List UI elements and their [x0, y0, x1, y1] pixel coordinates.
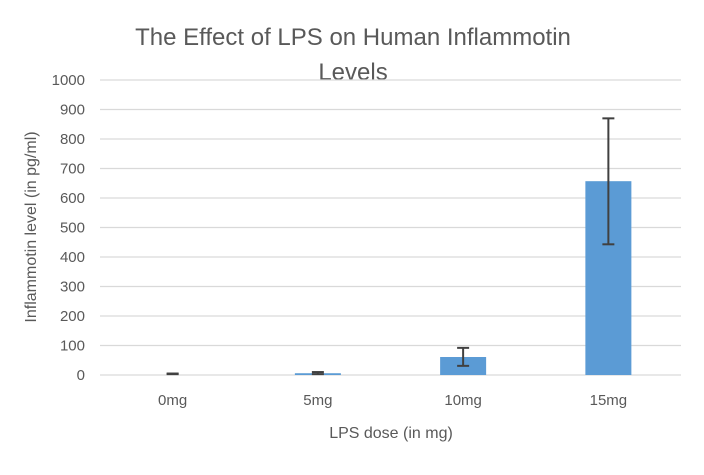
y-tick-label: 400: [60, 249, 85, 266]
error-bar-0mg: [166, 372, 179, 376]
y-tick-label: 900: [60, 102, 85, 119]
x-tick-label: 0mg: [158, 392, 187, 409]
y-axis-label: Inflammotin level (in pg/ml): [23, 131, 40, 322]
y-tick-label: 0: [77, 367, 85, 384]
error-bars: [166, 117, 615, 376]
y-tick-label: 700: [60, 161, 85, 178]
x-axis-ticks: 0mg 5mg 10mg 15mg: [158, 392, 627, 409]
chart-title-line-2: Levels: [318, 59, 387, 86]
y-tick-label: 1000: [52, 72, 85, 89]
x-axis-label: LPS dose (in mg): [329, 425, 453, 442]
gridlines: [100, 79, 681, 376]
x-tick-label: 15mg: [590, 392, 628, 409]
error-bar-5mg: [311, 371, 324, 376]
y-tick-label: 200: [60, 308, 85, 325]
y-tick-label: 500: [60, 220, 85, 237]
y-tick-label: 800: [60, 131, 85, 148]
y-tick-label: 300: [60, 279, 85, 296]
y-axis-ticks: 0 100 200 300 400 500 600 700 800 900 1000: [52, 72, 85, 384]
x-tick-label: 10mg: [444, 392, 482, 409]
y-tick-label: 100: [60, 338, 85, 355]
error-bar-15mg: [602, 117, 615, 246]
y-tick-label: 600: [60, 190, 85, 207]
error-bar-10mg: [457, 346, 470, 367]
x-tick-label: 5mg: [303, 392, 332, 409]
chart-title-line-1: The Effect of LPS on Human Inflammotin: [135, 24, 571, 51]
